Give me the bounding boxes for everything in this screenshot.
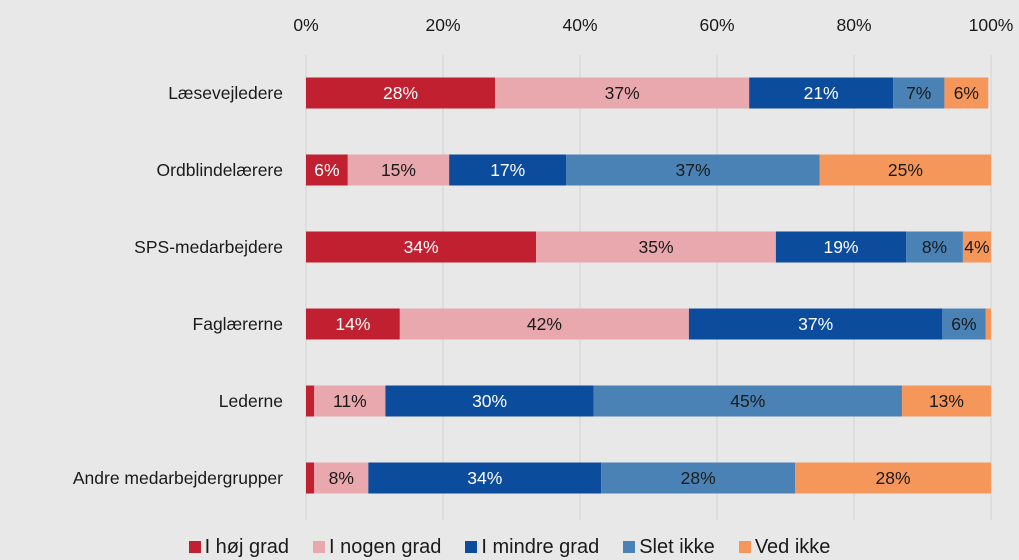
legend: I høj grad I nogen grad I mindre grad Slet … xyxy=(0,535,1019,559)
bar-value-label: 28% xyxy=(876,468,911,488)
stacked-bar-chart: 0% 20% 40% 60% 80% 100% Læsevejledere Ordblind… xyxy=(73,15,1013,520)
bar-value-label: 17% xyxy=(490,160,525,180)
bar-segment xyxy=(819,154,991,186)
legend-label: I nogen grad xyxy=(329,535,442,558)
bar-value-label: 6% xyxy=(314,160,339,180)
legend-swatch xyxy=(313,541,326,553)
bar-segment xyxy=(944,77,989,109)
category-label: Læsevejledere xyxy=(168,83,283,103)
category-label: Ordblindelærere xyxy=(157,160,283,180)
bar-segment xyxy=(601,462,796,494)
legend-item: Ved ikke xyxy=(738,535,831,559)
bar-value-label: 6% xyxy=(954,83,979,103)
legend-item: Slet ikke xyxy=(623,536,715,559)
bar-segment xyxy=(495,77,750,109)
bar-segment xyxy=(688,308,943,340)
legend-label: I mindre grad xyxy=(481,535,600,558)
legend-item: I høj grad xyxy=(188,535,290,559)
legend-label: I høj grad xyxy=(204,535,290,558)
bar-segment xyxy=(566,154,820,186)
legend-swatch xyxy=(188,541,201,553)
bar-value-label: 4% xyxy=(964,237,989,257)
bar-segment xyxy=(306,385,315,417)
bar-value-label: 35% xyxy=(639,237,674,257)
legend-item: I mindre grad xyxy=(465,536,599,559)
bar-value-label: 28% xyxy=(383,83,418,103)
bar-value-label: 13% xyxy=(929,391,964,411)
bar-value-label: 45% xyxy=(730,391,765,411)
bar-segment xyxy=(942,308,986,340)
bar-value-label: 34% xyxy=(404,237,439,257)
legend-swatch xyxy=(623,541,636,553)
bar-segment xyxy=(306,308,400,340)
bars: 28% 37% 21% 7% 6% 6% 15% 17% 37% 25% 34% 35% 19% 8% 4%… xyxy=(306,77,991,494)
x-axis-ticks: 0% 20% 40% 60% 80% 100% xyxy=(293,15,1013,35)
bar-value-label: 14% xyxy=(335,314,370,334)
legend-label: Ved ikke xyxy=(754,535,831,558)
bar-value-label: 7% xyxy=(906,83,931,103)
x-tick-label: 100% xyxy=(969,15,1014,35)
bar-value-label: 37% xyxy=(798,314,833,334)
bar-segment xyxy=(314,462,369,494)
bar-segment xyxy=(399,308,689,340)
bar-segment xyxy=(749,77,894,109)
bar-value-label: 28% xyxy=(681,468,716,488)
bar-value-label: 19% xyxy=(823,237,858,257)
x-tick-label: 60% xyxy=(699,15,734,35)
bar-value-label: 8% xyxy=(329,468,354,488)
bar-value-label: 37% xyxy=(605,83,640,103)
bar-segment xyxy=(306,462,315,494)
y-axis-categories: Læsevejledere Ordblindelærere SPS-medarbej… xyxy=(73,83,283,488)
bar-value-label: 15% xyxy=(381,160,416,180)
bar-segment xyxy=(385,385,594,417)
x-tick-label: 20% xyxy=(425,15,460,35)
bar-segment xyxy=(306,231,537,263)
bar-value-label: 25% xyxy=(888,160,923,180)
grid xyxy=(305,55,992,520)
bar-segment xyxy=(795,462,991,494)
category-label: Lederne xyxy=(219,391,283,411)
bar-segment xyxy=(306,77,496,109)
legend-swatch xyxy=(738,541,751,553)
bar-value-label: 30% xyxy=(472,391,507,411)
category-label: Faglærerne xyxy=(193,314,283,334)
x-tick-label: 0% xyxy=(293,15,318,35)
bar-segment xyxy=(593,385,902,417)
x-tick-label: 80% xyxy=(836,15,871,35)
bar-value-label: 42% xyxy=(527,314,562,334)
legend-label: Slet ikke xyxy=(639,535,715,558)
bar-value-label: 34% xyxy=(467,468,502,488)
legend-item: I nogen grad xyxy=(313,536,441,559)
bar-segment xyxy=(306,154,348,186)
bar-segment xyxy=(901,385,991,417)
bar-segment xyxy=(775,231,907,263)
category-label: SPS-medarbejdere xyxy=(134,237,283,257)
bar-segment xyxy=(347,154,450,186)
bar-segment xyxy=(893,77,945,109)
x-tick-label: 40% xyxy=(562,15,597,35)
bar-value-label: 37% xyxy=(676,160,711,180)
bar-segment xyxy=(449,154,567,186)
bar-segment xyxy=(906,231,963,263)
category-label: Andre medarbejdergrupper xyxy=(73,468,283,488)
bar-value-label: 21% xyxy=(804,83,839,103)
bar-segment xyxy=(314,385,386,417)
bar-value-label: 8% xyxy=(922,237,947,257)
bar-segment xyxy=(985,308,991,340)
legend-swatch xyxy=(465,541,478,553)
bar-segment xyxy=(368,462,602,494)
bar-value-label: 11% xyxy=(333,391,367,411)
bar-segment xyxy=(536,231,776,263)
bar-value-label: 6% xyxy=(951,314,976,334)
bar-segment xyxy=(962,231,991,263)
